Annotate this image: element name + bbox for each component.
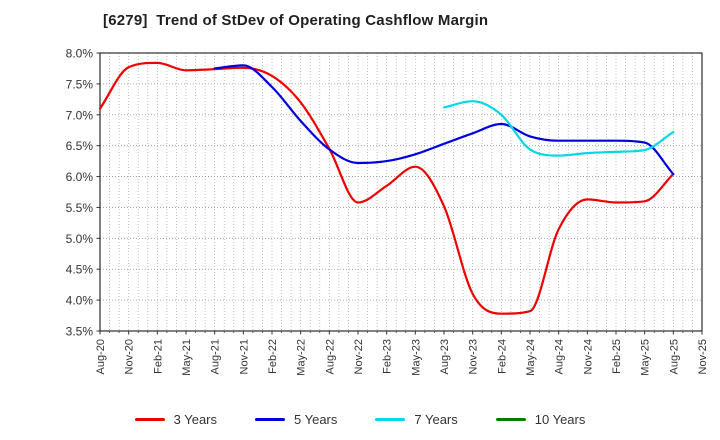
chart-legend: 3 Years 5 Years 7 Years 10 Years: [0, 405, 720, 433]
series-line-5-years: [213, 64, 675, 176]
x-tick-label: Aug-24: [554, 339, 566, 374]
x-axis-labels: Aug-20 Nov-20 Feb-21 May-21 Aug-21 Nov-21 Feb-…: [95, 339, 709, 376]
gridlines: [100, 53, 702, 331]
y-tick-label: 5.0%: [66, 232, 94, 246]
x-tick-label: May-22: [296, 339, 308, 376]
x-tick-label: Nov-24: [582, 339, 594, 374]
legend-swatch-icon: [255, 417, 285, 421]
legend-swatch-icon: [134, 417, 165, 421]
x-tick-label: Feb-21: [152, 339, 164, 374]
legend-item-5-years: 5 Years: [255, 412, 337, 427]
y-tick-label: 3.5%: [66, 325, 94, 339]
x-tick-label: May-25: [640, 339, 652, 376]
legend-swatch-icon: [495, 417, 526, 421]
y-tick-label: 6.5%: [66, 139, 94, 153]
x-tick-label: Feb-24: [496, 339, 508, 374]
x-tick-label: Nov-22: [353, 339, 365, 374]
x-tick-label: May-24: [525, 339, 537, 376]
x-tick-label: Nov-25: [697, 339, 709, 374]
legend-item-3-years: 3 Years: [134, 411, 217, 427]
y-tick-label: 8.0%: [66, 47, 94, 61]
legend-label: 5 Years: [294, 411, 338, 427]
legend-label: 10 Years: [534, 411, 586, 427]
plot-border: [99, 52, 703, 332]
y-tick-label: 5.5%: [66, 201, 94, 215]
x-tick-label: Nov-20: [124, 339, 136, 374]
x-tick-label: Nov-23: [468, 339, 480, 374]
y-tick-label: 7.5%: [66, 77, 94, 91]
series-line-3-years: [98, 61, 675, 315]
axis-ticks: [96, 52, 703, 335]
x-tick-label: Aug-23: [439, 339, 451, 374]
y-axis-labels: 3.5% 4.0% 4.5% 5.0% 5.5% 6.0% 6.5% 7.0% 7.5% 8.0%: [66, 47, 94, 339]
x-tick-label: Aug-21: [210, 339, 222, 374]
series-line-7-years: [442, 100, 675, 157]
x-tick-label: May-21: [181, 339, 193, 376]
x-tick-label: Nov-21: [238, 339, 250, 374]
x-tick-label: May-23: [410, 339, 422, 376]
x-tick-label: Aug-20: [95, 339, 107, 374]
x-tick-label: Feb-22: [267, 339, 279, 374]
y-tick-label: 4.0%: [66, 294, 94, 308]
legend-label: 3 Years: [173, 411, 217, 427]
y-tick-label: 7.0%: [66, 108, 94, 122]
x-tick-label: Feb-25: [611, 339, 623, 374]
legend-label: 7 Years: [414, 411, 458, 427]
legend-swatch-icon: [375, 417, 406, 421]
legend-item-10-years: 10 Years: [495, 411, 586, 427]
y-tick-label: 4.5%: [66, 263, 94, 277]
legend-item-7-years: 7 Years: [375, 411, 458, 427]
x-tick-label: Aug-22: [324, 339, 336, 374]
chart-title: [6279] Trend of StDev of Operating Cashf…: [103, 12, 489, 29]
chart-plot-area: 3.5% 4.0% 4.5% 5.0% 5.5% 6.0% 6.5% 7.0% 7.5% 8.0%…: [66, 47, 709, 376]
x-tick-label: Aug-25: [668, 339, 680, 374]
x-tick-label: Feb-23: [382, 339, 394, 374]
y-tick-label: 6.0%: [66, 170, 94, 184]
